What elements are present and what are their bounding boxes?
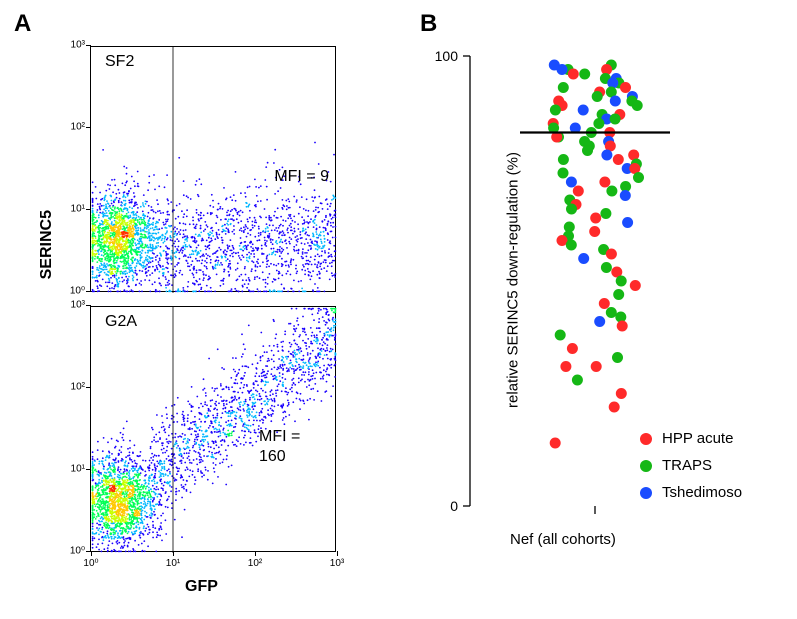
facs-mfi-label: MFI = 160 (259, 427, 329, 467)
scatter-point (622, 217, 633, 228)
scatter-point (620, 190, 631, 201)
ytick-label: 100 (435, 48, 459, 64)
scatter-point (601, 150, 612, 161)
scatter-point (567, 343, 578, 354)
scatter-point (592, 91, 603, 102)
scatter-point (568, 69, 579, 80)
scatter-point (558, 168, 569, 179)
tick-label: 10³ (65, 40, 85, 51)
tick-label: 10⁰ (65, 286, 85, 297)
panel-label-b: B (420, 10, 437, 38)
legend-label: HPP acute (662, 430, 733, 447)
facs-plot-title: G2A (105, 313, 137, 331)
legend-dot-icon (640, 487, 652, 499)
legend-dot-icon (640, 433, 652, 445)
scatter-point (593, 118, 604, 129)
scatter-point (566, 240, 577, 251)
scatter-point (578, 105, 589, 116)
scatter-point (613, 289, 624, 300)
scatter-point (633, 172, 644, 183)
scatter-point (620, 82, 631, 93)
tick-label: 10⁰ (83, 558, 98, 569)
scatter-point (616, 388, 627, 399)
scatter-point (579, 69, 590, 80)
scatter-point (573, 186, 584, 197)
tick-label: 10¹ (65, 464, 85, 475)
legend-dot-icon (640, 460, 652, 472)
figure-root: A B SERINC5 GFP SF2 MFI = 9 10⁰ 10¹ 10² 10³ G2… (0, 0, 797, 619)
scatter-point (557, 64, 568, 75)
scatter-point (560, 361, 571, 372)
tick-label: 10² (248, 558, 262, 569)
panelB-ylabel: relative SERINC5 down-regulation (%) (504, 152, 521, 408)
legend-label: TRAPS (662, 457, 712, 474)
scatter-point (610, 96, 621, 107)
scatter-point (601, 262, 612, 273)
scatter-point (613, 154, 624, 165)
panelA-ylabel: SERINC5 (38, 210, 56, 279)
tick-label: 10³ (330, 558, 344, 569)
tick-label: 10⁰ (65, 546, 85, 557)
scatter-point (591, 361, 602, 372)
scatter-point (550, 438, 561, 449)
tick-label: 10³ (65, 300, 85, 311)
facs-plot: G2AMFI = 16010⁰10⁰10¹10¹10²10²10³10³ (90, 306, 336, 552)
scatter-point (612, 352, 623, 363)
scatter-point (609, 402, 620, 413)
panel-label-a: A (14, 10, 31, 38)
ytick-label: 0 (450, 498, 458, 514)
legend-item: TRAPS (640, 457, 742, 474)
scatter-point (606, 249, 617, 260)
facs-mfi-label: MFI = 9 (274, 167, 329, 187)
scatter-point (606, 186, 617, 197)
scatter-point (572, 375, 583, 386)
legend-label: Tshedimoso (662, 484, 742, 501)
scatter-point (616, 276, 627, 287)
scatter-point (578, 253, 589, 264)
scatter-point (606, 307, 617, 318)
scatter-point (589, 226, 600, 237)
tick-label: 10¹ (166, 558, 180, 569)
panelB-legend: HPP acute TRAPS Tshedimoso (640, 430, 742, 511)
facs-plot-title: SF2 (105, 53, 134, 71)
scatter-point (617, 321, 628, 332)
scatter-point (582, 145, 593, 156)
scatter-point (599, 177, 610, 188)
tick-label: 10¹ (65, 204, 85, 215)
legend-item: HPP acute (640, 430, 742, 447)
panelA-plots-container: SF2MFI = 910⁰10¹10²10³G2AMFI = 16010⁰10⁰… (90, 46, 336, 566)
legend-item: Tshedimoso (640, 484, 742, 501)
scatter-point (558, 82, 569, 93)
scatter-point (566, 177, 577, 188)
scatter-point (550, 105, 561, 116)
scatter-point (594, 316, 605, 327)
scatter-point (555, 330, 566, 341)
scatter-point (590, 213, 601, 224)
scatter-point (630, 280, 641, 291)
scatter-point (558, 154, 569, 165)
panelB-xlabel: Nef (all cohorts) (510, 531, 616, 548)
scatter-point (599, 298, 610, 309)
scatter-point (610, 114, 621, 125)
panelA-xlabel: GFP (185, 578, 218, 596)
facs-plot: SF2MFI = 910⁰10¹10²10³ (90, 46, 336, 292)
scatter-point (600, 208, 611, 219)
scatter-point (566, 204, 577, 215)
tick-label: 10² (65, 382, 85, 393)
tick-label: 10² (65, 122, 85, 133)
scatter-point (632, 100, 643, 111)
